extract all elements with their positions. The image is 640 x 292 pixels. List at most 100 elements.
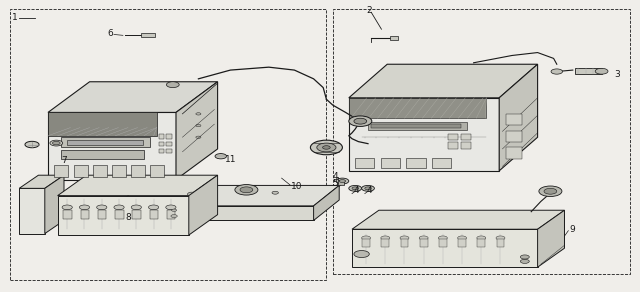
Circle shape: [354, 251, 369, 258]
Bar: [10, 9, 326, 280]
Bar: [381, 239, 389, 247]
Circle shape: [336, 178, 349, 184]
Polygon shape: [19, 175, 64, 188]
Polygon shape: [314, 185, 339, 220]
Circle shape: [240, 187, 253, 193]
Bar: [333, 9, 630, 274]
Text: 11: 11: [225, 155, 237, 164]
Bar: [81, 210, 89, 219]
Bar: [67, 140, 143, 145]
Polygon shape: [58, 175, 218, 196]
Circle shape: [323, 146, 330, 149]
Circle shape: [196, 136, 201, 138]
Bar: [150, 165, 164, 177]
Polygon shape: [58, 196, 189, 235]
Bar: [432, 158, 451, 168]
Circle shape: [477, 236, 486, 240]
Circle shape: [354, 118, 367, 124]
Circle shape: [352, 187, 358, 190]
Bar: [93, 165, 107, 177]
Circle shape: [114, 205, 124, 210]
Bar: [506, 114, 522, 125]
Bar: [368, 122, 467, 130]
Circle shape: [166, 205, 176, 210]
Text: 4: 4: [353, 186, 359, 195]
Text: 10: 10: [291, 182, 303, 191]
Bar: [390, 36, 398, 40]
Bar: [166, 134, 172, 139]
Bar: [159, 142, 164, 146]
Circle shape: [381, 236, 390, 240]
Polygon shape: [45, 175, 64, 234]
Bar: [115, 210, 124, 219]
Text: 4: 4: [366, 186, 372, 195]
Text: 4: 4: [332, 172, 338, 181]
Bar: [74, 165, 88, 177]
Polygon shape: [349, 98, 499, 171]
Circle shape: [349, 185, 362, 191]
Circle shape: [362, 236, 371, 240]
Bar: [159, 149, 164, 153]
Bar: [98, 210, 106, 219]
Text: 2: 2: [366, 6, 372, 15]
Circle shape: [196, 113, 201, 115]
Polygon shape: [48, 112, 157, 136]
Circle shape: [544, 188, 557, 194]
Circle shape: [458, 236, 467, 240]
Bar: [497, 239, 504, 247]
Polygon shape: [48, 82, 218, 112]
Circle shape: [272, 191, 278, 194]
Circle shape: [317, 143, 336, 152]
Circle shape: [196, 124, 201, 127]
Polygon shape: [499, 64, 538, 171]
Bar: [362, 239, 370, 247]
Polygon shape: [115, 206, 314, 220]
Circle shape: [520, 259, 529, 263]
Polygon shape: [352, 229, 538, 267]
Text: 6: 6: [108, 29, 113, 38]
Circle shape: [215, 154, 227, 159]
Bar: [420, 239, 428, 247]
Bar: [406, 158, 426, 168]
Bar: [506, 147, 522, 159]
Bar: [131, 165, 145, 177]
Circle shape: [520, 255, 529, 259]
Bar: [141, 33, 155, 37]
Circle shape: [595, 68, 608, 74]
Circle shape: [235, 185, 258, 195]
Circle shape: [171, 215, 177, 218]
Circle shape: [188, 192, 196, 196]
Circle shape: [62, 205, 72, 210]
Polygon shape: [115, 185, 339, 206]
Bar: [381, 158, 400, 168]
Circle shape: [166, 82, 179, 88]
Circle shape: [339, 180, 346, 182]
Circle shape: [25, 141, 39, 148]
Bar: [166, 142, 172, 146]
Bar: [166, 149, 172, 153]
Polygon shape: [575, 68, 602, 74]
Bar: [448, 134, 458, 140]
Circle shape: [50, 140, 63, 146]
Bar: [461, 134, 471, 140]
Polygon shape: [349, 64, 538, 98]
Polygon shape: [538, 210, 564, 267]
Polygon shape: [349, 98, 486, 118]
Text: 9: 9: [570, 225, 575, 234]
Polygon shape: [352, 210, 564, 229]
Polygon shape: [19, 188, 45, 234]
Polygon shape: [189, 175, 218, 235]
Circle shape: [349, 116, 372, 126]
Bar: [54, 165, 68, 177]
Bar: [439, 239, 447, 247]
Circle shape: [52, 141, 60, 145]
Circle shape: [131, 205, 141, 210]
Circle shape: [365, 187, 371, 190]
Bar: [506, 131, 522, 142]
Bar: [461, 142, 471, 149]
Bar: [355, 158, 374, 168]
Bar: [112, 165, 126, 177]
Circle shape: [496, 236, 505, 240]
Bar: [132, 210, 141, 219]
Bar: [159, 134, 164, 139]
